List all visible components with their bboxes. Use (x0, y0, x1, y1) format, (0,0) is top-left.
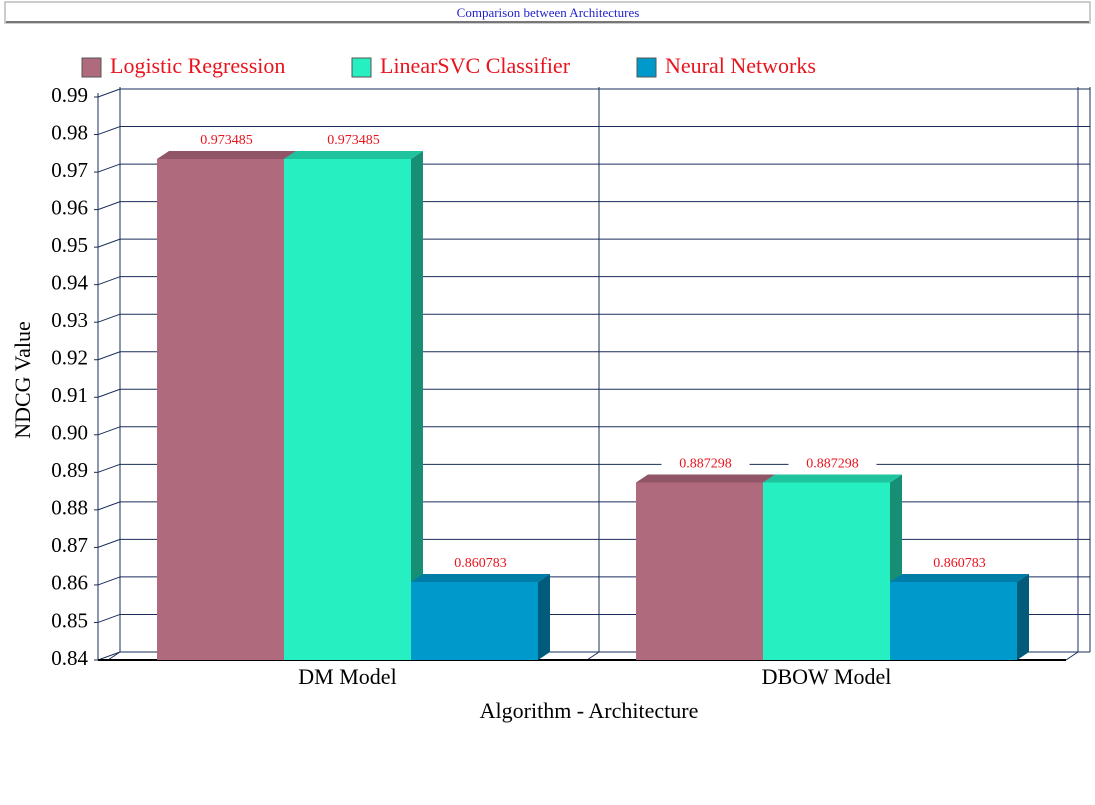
y-tick-label: 0.99 (51, 83, 88, 107)
bar (636, 482, 763, 660)
bar-side (538, 573, 550, 660)
floor-line (1065, 651, 1079, 661)
bar-top (763, 474, 902, 483)
grid-line (97, 388, 121, 398)
grid-line (97, 88, 121, 98)
grid-line (97, 126, 121, 136)
bar-top (157, 150, 296, 159)
x-tick-label: DBOW Model (762, 664, 892, 689)
grid-line (97, 276, 121, 286)
data-label: 0.973485 (200, 133, 253, 148)
y-tick-label: 0.84 (51, 646, 88, 670)
bar-top-shade (763, 474, 902, 483)
y-tick-label: 0.95 (51, 233, 88, 257)
bar-top-shade (411, 573, 550, 582)
grid-line (97, 351, 121, 361)
y-tick-label: 0.98 (51, 120, 88, 144)
legend-label: Neural Networks (665, 53, 816, 78)
bar (763, 482, 890, 660)
data-label: 0.887298 (679, 457, 732, 472)
data-label-bg (436, 554, 525, 572)
y-tick-label: 0.85 (51, 608, 88, 632)
data-label: 0.887298 (806, 457, 859, 472)
legend-swatch (636, 57, 657, 78)
floor-line (586, 651, 600, 661)
bar-top-shade (284, 150, 423, 159)
legend-swatch (81, 57, 102, 78)
data-label: 0.860783 (454, 556, 507, 571)
data-label-bg (309, 131, 398, 149)
y-tick-label: 0.96 (51, 195, 88, 219)
grid-line (97, 613, 121, 623)
grid-line (97, 501, 121, 511)
floor-line (107, 651, 121, 661)
grid-line (97, 651, 121, 661)
bar-top (636, 474, 775, 483)
y-tick-label: 0.93 (51, 308, 88, 332)
bar (411, 581, 538, 660)
grid-line (97, 463, 121, 473)
y-tick-label: 0.97 (51, 158, 88, 182)
legend-swatch (351, 57, 372, 78)
bar-top-shade (890, 573, 1029, 582)
y-tick-label: 0.86 (51, 571, 88, 595)
y-tick-label: 0.90 (51, 421, 88, 445)
bar (284, 158, 411, 660)
data-label-bg (915, 554, 1004, 572)
data-label-bg (788, 455, 877, 473)
legend-label: Logistic Regression (110, 53, 285, 78)
legend-label: LinearSVC Classifier (380, 53, 571, 78)
grid-line (97, 201, 121, 211)
bar-top-shade (157, 150, 296, 159)
y-tick-label: 0.87 (51, 533, 88, 557)
bar-side (411, 150, 423, 660)
bar-side (1017, 573, 1029, 660)
y-tick-label: 0.92 (51, 346, 88, 370)
data-label-bg (661, 455, 750, 473)
bar-top-shade (636, 474, 775, 483)
grid-line (97, 576, 121, 586)
y-tick-label: 0.94 (51, 270, 88, 294)
grid-line (97, 538, 121, 548)
bar-top (411, 573, 550, 582)
grid-line (97, 238, 121, 248)
bar-side-shade (411, 150, 423, 660)
bar-top (890, 573, 1029, 582)
grid-line (97, 313, 121, 323)
bar (890, 581, 1017, 660)
data-label: 0.973485 (327, 133, 380, 148)
grid-line (97, 426, 121, 436)
data-label: 0.860783 (933, 556, 986, 571)
grid-line (97, 163, 121, 173)
bar (157, 158, 284, 660)
y-tick-label: 0.89 (51, 458, 88, 482)
chart-title: Comparison between Architectures (457, 5, 640, 20)
x-axis-title: Algorithm - Architecture (480, 698, 699, 723)
x-tick-label: DM Model (298, 664, 396, 689)
y-tick-label: 0.88 (51, 496, 88, 520)
bar-side-shade (538, 573, 550, 660)
data-label-bg (182, 131, 271, 149)
bar-top (284, 150, 423, 159)
y-axis-title: NDCG Value (10, 321, 35, 439)
bar-side-shade (1017, 573, 1029, 660)
y-tick-label: 0.91 (51, 383, 88, 407)
